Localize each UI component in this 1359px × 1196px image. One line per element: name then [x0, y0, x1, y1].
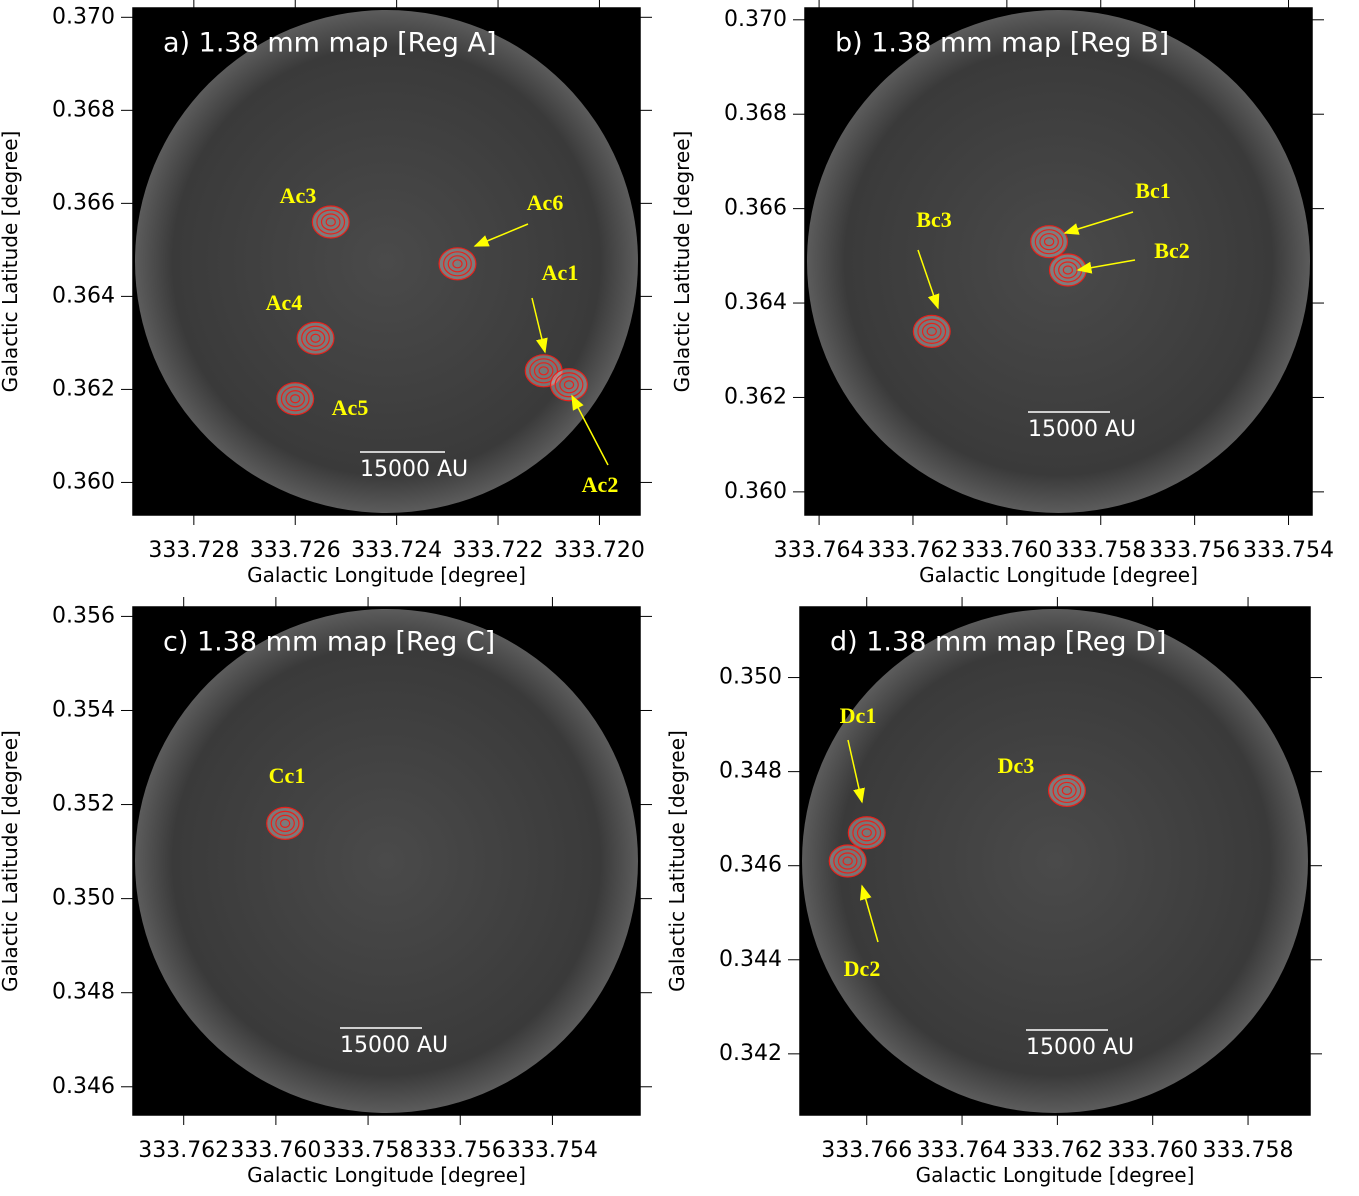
y-tick-label: 0.342 [719, 1041, 782, 1066]
y-tick-label: 0.360 [724, 479, 787, 504]
scale-bar-label: 15000 AU [1026, 1035, 1134, 1060]
source-contours [267, 807, 304, 839]
y-tick-label: 0.364 [724, 290, 787, 315]
source-label: Cc1 [269, 763, 306, 788]
page: {"chart_data": [ {"type": "map", "title"… [0, 0, 1359, 1196]
y-tick-label: 0.362 [724, 384, 787, 409]
y-tick-label: 0.356 [52, 603, 115, 628]
contour-level [439, 248, 476, 280]
y-tick-label: 0.370 [52, 4, 115, 29]
y-tick-label: 0.368 [52, 97, 115, 122]
contour-level [277, 383, 314, 415]
y-tick-label: 0.348 [52, 980, 115, 1005]
source-contours [551, 369, 588, 401]
source-label: Ac6 [527, 190, 564, 215]
y-tick-label: 0.354 [52, 697, 115, 722]
x-axis-title: Galactic Longitude [degree] [916, 1163, 1195, 1187]
x-tick-label: 333.724 [351, 538, 442, 563]
x-tick-label: 333.754 [507, 1138, 598, 1163]
source-contours [277, 383, 314, 415]
y-tick-label: 0.350 [52, 886, 115, 911]
x-axis-title: Galactic Longitude [degree] [247, 1163, 526, 1187]
y-tick-label: 0.366 [724, 196, 787, 221]
y-tick-label: 0.348 [719, 759, 782, 784]
contour-level [913, 315, 950, 347]
source-label: Dc1 [840, 703, 877, 728]
contour-level [1049, 774, 1086, 806]
source-contours [913, 315, 950, 347]
contour-level [267, 807, 304, 839]
source-label: Bc3 [916, 207, 951, 232]
x-tick-label: 333.758 [1203, 1138, 1294, 1163]
x-tick-label: 333.762 [138, 1138, 229, 1163]
contour-level [551, 369, 588, 401]
y-axis-title: Galactic Latitude [degree] [0, 730, 22, 992]
source-contours [297, 322, 334, 354]
source-label: Ac1 [542, 260, 579, 285]
x-tick-label: 333.760 [1107, 1138, 1198, 1163]
source-contours [1049, 774, 1086, 806]
panel-title: a) 1.38 mm map [Reg A] [163, 28, 497, 59]
x-axis-title: Galactic Longitude [degree] [247, 563, 526, 587]
x-tick-label: 333.758 [323, 1138, 414, 1163]
scale-bar-label: 15000 AU [1028, 417, 1136, 442]
source-label: Dc2 [844, 956, 881, 981]
x-axis-title: Galactic Longitude [degree] [919, 563, 1198, 587]
x-tick-label: 333.760 [961, 538, 1052, 563]
y-tick-label: 0.364 [52, 283, 115, 308]
scale-bar-label: 15000 AU [360, 457, 468, 482]
source-label: Bc1 [1135, 178, 1170, 203]
source-label: Ac3 [280, 183, 317, 208]
source-contours [1031, 226, 1068, 258]
y-tick-label: 0.362 [52, 376, 115, 401]
y-tick-label: 0.370 [724, 7, 787, 32]
panel-title: b) 1.38 mm map [Reg B] [835, 28, 1169, 59]
source-label: Ac4 [266, 290, 303, 315]
y-tick-label: 0.366 [52, 190, 115, 215]
x-tick-label: 333.762 [867, 538, 958, 563]
contour-level [297, 322, 334, 354]
scale-bar-label: 15000 AU [340, 1033, 448, 1058]
source-label: Ac5 [332, 395, 369, 420]
contour-level [848, 817, 885, 849]
x-tick-label: 333.722 [453, 538, 544, 563]
contour-level [1031, 226, 1068, 258]
y-axis-title: Galactic Latitude [degree] [670, 131, 694, 393]
x-tick-label: 333.760 [230, 1138, 321, 1163]
source-label: Ac2 [582, 472, 619, 497]
y-axis-title: Galactic Latitude [degree] [665, 730, 689, 992]
x-tick-label: 333.766 [821, 1138, 912, 1163]
y-tick-label: 0.360 [52, 469, 115, 494]
x-tick-label: 333.764 [917, 1138, 1008, 1163]
source-contours [439, 248, 476, 280]
x-tick-label: 333.762 [1012, 1138, 1103, 1163]
y-tick-label: 0.350 [719, 665, 782, 690]
y-tick-label: 0.344 [719, 947, 782, 972]
source-contours [829, 845, 866, 877]
x-tick-label: 333.720 [554, 538, 645, 563]
x-tick-label: 333.756 [415, 1138, 506, 1163]
x-tick-label: 333.764 [774, 538, 865, 563]
source-contours [848, 817, 885, 849]
y-tick-label: 0.346 [52, 1074, 115, 1099]
y-tick-label: 0.352 [52, 792, 115, 817]
panel-title: d) 1.38 mm map [Reg D] [830, 627, 1166, 658]
x-tick-label: 333.754 [1243, 538, 1334, 563]
x-tick-label: 333.756 [1149, 538, 1240, 563]
y-tick-label: 0.368 [724, 101, 787, 126]
source-label: Bc2 [1154, 238, 1189, 263]
source-contours [312, 206, 349, 238]
x-tick-label: 333.726 [250, 538, 341, 563]
contour-level [312, 206, 349, 238]
source-label: Dc3 [998, 753, 1035, 778]
figure: 333.728 333.726 333.724 333.722 333.720 0.370… [0, 0, 1359, 1196]
panel-title: c) 1.38 mm map [Reg C] [163, 627, 495, 658]
y-tick-label: 0.346 [719, 853, 782, 878]
x-tick-label: 333.758 [1055, 538, 1146, 563]
y-axis-title: Galactic Latitude [degree] [0, 131, 22, 393]
x-tick-label: 333.728 [148, 538, 239, 563]
contour-level [829, 845, 866, 877]
